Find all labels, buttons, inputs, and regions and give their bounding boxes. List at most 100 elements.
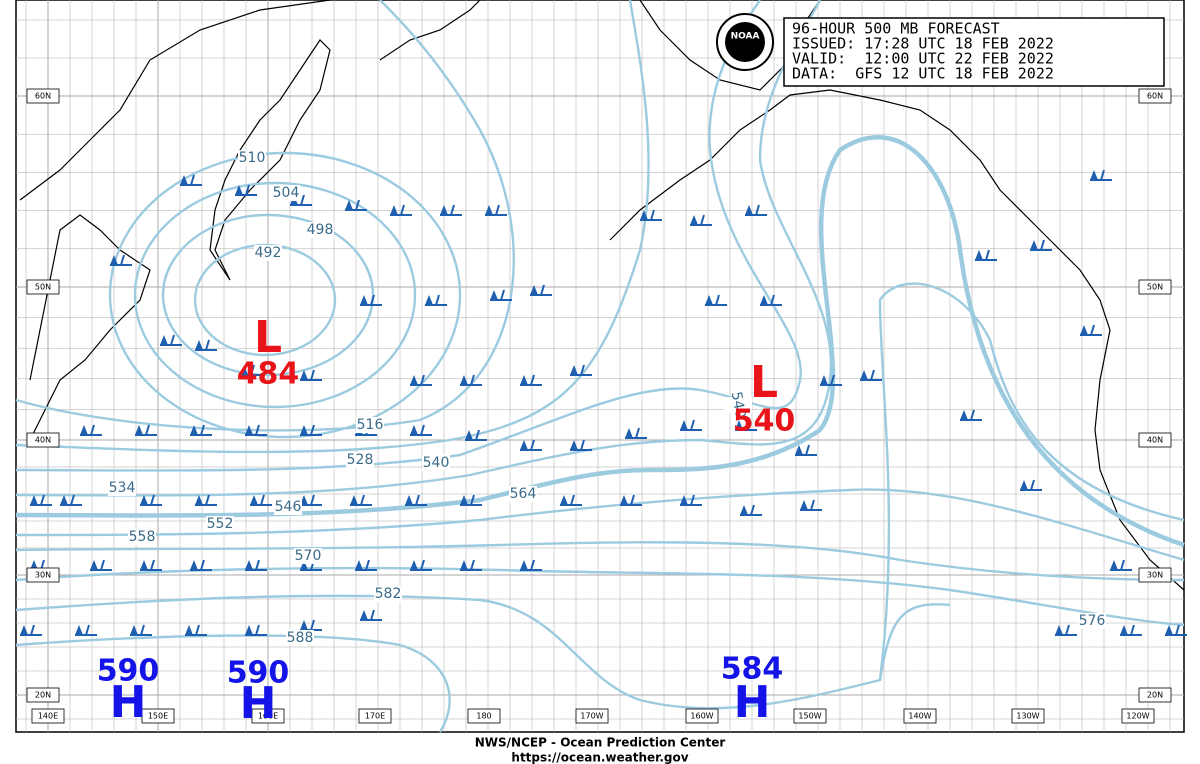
barb-tick [970, 409, 975, 421]
barb-tick [745, 419, 750, 431]
coast-siberia [379, 0, 481, 61]
contour-label-bg [274, 499, 302, 515]
barb-flag [520, 375, 528, 385]
barb-tick [700, 214, 705, 226]
contour-label: 546 [275, 499, 302, 515]
barb-tick [150, 494, 155, 506]
lat-label-box [26, 279, 60, 295]
barb-flag [680, 420, 688, 430]
barb-flag [245, 425, 253, 435]
contour-label-bg [238, 150, 266, 166]
contour-label-bg [509, 486, 537, 502]
lat-label: 20N [1147, 691, 1163, 700]
contour [15, 0, 515, 432]
lon-label-box [251, 708, 285, 724]
barb-tick [360, 494, 365, 506]
barb-flag [690, 215, 698, 225]
barb-tick [530, 559, 535, 571]
center-value: 584 [721, 652, 784, 687]
barb-flag [390, 205, 398, 215]
barb-tick [370, 294, 375, 306]
barb-flag [745, 205, 753, 215]
barb-tick [205, 494, 210, 506]
contour-label: 570 [295, 548, 322, 564]
barb-flag [90, 560, 98, 570]
barb-tick [420, 424, 425, 436]
contour [15, 634, 451, 733]
lat-label-box [26, 88, 60, 104]
barb-flag [1090, 170, 1098, 180]
barb-tick [365, 559, 370, 571]
barb-tick [770, 294, 775, 306]
barb-flag [640, 210, 648, 220]
contour [15, 135, 1185, 548]
barb-flag [760, 295, 768, 305]
logo-text: NOAA [731, 32, 760, 42]
barb-flag [195, 495, 203, 505]
contour-label: 582 [375, 586, 402, 602]
barb-tick [450, 204, 455, 216]
contour [15, 488, 1185, 562]
barb-flag [960, 410, 968, 420]
barb-tick [805, 444, 810, 456]
barb-tick [200, 424, 205, 436]
barb-tick [255, 624, 260, 636]
logo-inner [725, 22, 765, 62]
contour-label: 540 [423, 455, 450, 471]
barb-tick [690, 419, 695, 431]
barb-tick [255, 559, 260, 571]
contour-label: 504 [273, 185, 300, 201]
barb-tick [245, 184, 250, 196]
center-letter: H [110, 677, 147, 728]
contour [15, 0, 833, 497]
barb-flag [130, 625, 138, 635]
barb-flag [110, 255, 118, 265]
center-value: 590 [97, 654, 160, 689]
header-line: DATA: GFS 12 UTC 18 FEB 2022 [792, 65, 1054, 83]
contour [15, 566, 1185, 627]
barb-flag [80, 425, 88, 435]
lon-label: 130W [1016, 712, 1039, 721]
barb-tick [355, 199, 360, 211]
barb-flag [735, 420, 743, 430]
lat-label: 40N [1147, 436, 1163, 445]
lon-label: 150W [798, 712, 821, 721]
barb-flag [345, 200, 353, 210]
center-letter: L [750, 357, 778, 408]
header-line: 96-HOUR 500 MB FORECAST [792, 20, 1000, 38]
barb-flag [300, 620, 308, 630]
lon-label: 160E [258, 712, 278, 721]
barb-flag [140, 560, 148, 570]
barb-tick [420, 374, 425, 386]
contour-label-bg [254, 245, 282, 261]
lat-label-box [1138, 88, 1172, 104]
barb-flag [405, 495, 413, 505]
contour-label-bg [128, 529, 156, 545]
barb-flag [705, 295, 713, 305]
contour-label: 516 [357, 417, 384, 433]
contour-label: 534 [109, 480, 136, 496]
center-letter: H [240, 678, 277, 729]
barb-flag [975, 250, 983, 260]
contour [15, 0, 650, 454]
barb-tick [310, 494, 315, 506]
contour-label: 498 [307, 222, 334, 238]
barb-tick [530, 374, 535, 386]
barb-flag [235, 185, 243, 195]
barb-flag [410, 425, 418, 435]
lon-label: 180 [476, 712, 491, 721]
barb-flag [30, 560, 38, 570]
barb-tick [470, 559, 475, 571]
lon-label-box [1121, 708, 1155, 724]
lat-label: 40N [35, 436, 51, 445]
barb-tick [100, 559, 105, 571]
barb-flag [250, 495, 258, 505]
lat-label: 50N [35, 283, 51, 292]
barb-tick [310, 369, 315, 381]
header-box [783, 17, 1165, 87]
lon-label-box [575, 708, 609, 724]
barb-tick [985, 249, 990, 261]
contour-label: 528 [347, 452, 374, 468]
barb-tick [140, 624, 145, 636]
lat-label: 50N [1147, 283, 1163, 292]
